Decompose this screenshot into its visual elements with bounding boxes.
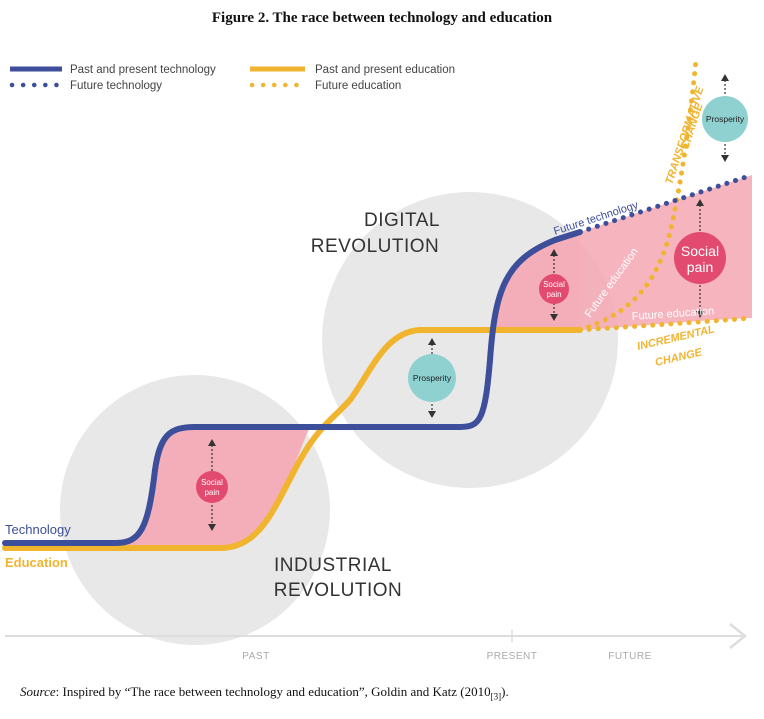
future-prosperity-arrow-down-icon <box>721 155 729 162</box>
digital-prosperity-label: Prosperity <box>413 373 452 383</box>
present-social-pain-arrow-down-icon <box>550 314 558 321</box>
future-social-pain-label-line2: pain <box>687 259 713 275</box>
incremental-change-label-line2: CHANGE <box>654 346 704 369</box>
figure-title: Figure 2. The race between technology an… <box>211 10 553 26</box>
future-prosperity-circle <box>702 96 748 142</box>
future-social-pain-arrow-up-icon <box>696 199 704 206</box>
present-social-pain-label-line2: pain <box>546 290 561 299</box>
digital-prosperity-arrow-up-icon <box>428 338 436 345</box>
time-axis-arrowhead <box>729 623 748 649</box>
source-ref: [3] <box>490 691 502 702</box>
future-education-incremental <box>577 315 755 333</box>
past-social-pain-arrow-up-icon <box>208 439 216 446</box>
present-social-pain-label-line1: Social <box>543 280 565 289</box>
race-diagram: Past and present technology Future techn… <box>2 57 755 662</box>
incremental-change-label-line1: INCREMENTAL <box>636 323 716 353</box>
future-social-pain-label-line1: Social <box>681 243 719 259</box>
past-social-pain-label-line2: pain <box>204 488 219 497</box>
industrial-revolution-label-line1: INDUSTRIAL <box>274 555 392 576</box>
past-social-pain-arrow-down-icon <box>208 524 216 531</box>
future-social-pain-circle <box>674 232 726 284</box>
legend-past-technology-label: Past and present technology <box>70 64 216 76</box>
future-prosperity-arrow-up-icon <box>721 74 729 81</box>
digital-prosperity-circle <box>408 354 456 402</box>
future-social-pain-arrow-down-icon <box>696 311 704 318</box>
legend: Past and present technology Future techn… <box>9 64 455 92</box>
source-label: Source <box>20 684 56 699</box>
social-pain-area-present <box>493 232 580 330</box>
source-note: Source: Inspired by “The race between te… <box>20 684 509 702</box>
source-text: : Inspired by “The race between technolo… <box>55 684 491 699</box>
future-prosperity-label: Prosperity <box>706 114 745 124</box>
education-label: Education <box>5 555 68 570</box>
legend-future-technology-label: Future technology <box>70 80 162 92</box>
axis-label-present: PRESENT <box>487 651 538 662</box>
technology-curve-past-present <box>2 229 583 546</box>
digital-revolution-label-line1: DIGITAL <box>364 210 440 231</box>
axis-label-future: FUTURE <box>608 651 652 662</box>
source-suffix: ). <box>501 684 509 699</box>
future-education-incremental-label: Future education <box>631 305 714 323</box>
legend-past-education-label: Past and present education <box>315 64 455 76</box>
technology-label: Technology <box>5 522 71 537</box>
present-social-pain-arrow-up-icon <box>550 249 558 256</box>
industrial-revolution-label-line2: REVOLUTION <box>274 580 403 601</box>
past-social-pain-circle <box>196 471 228 503</box>
future-education-transformative <box>577 57 699 333</box>
present-social-pain-circle <box>539 274 569 304</box>
past-social-pain-label-line1: Social <box>201 478 223 487</box>
digital-revolution-label-line2: REVOLUTION <box>311 236 440 257</box>
future-technology-curve <box>577 172 755 235</box>
digital-prosperity-arrow-down-icon <box>428 411 436 418</box>
axis-label-past: PAST <box>242 651 269 662</box>
legend-future-education-label: Future education <box>315 80 401 92</box>
